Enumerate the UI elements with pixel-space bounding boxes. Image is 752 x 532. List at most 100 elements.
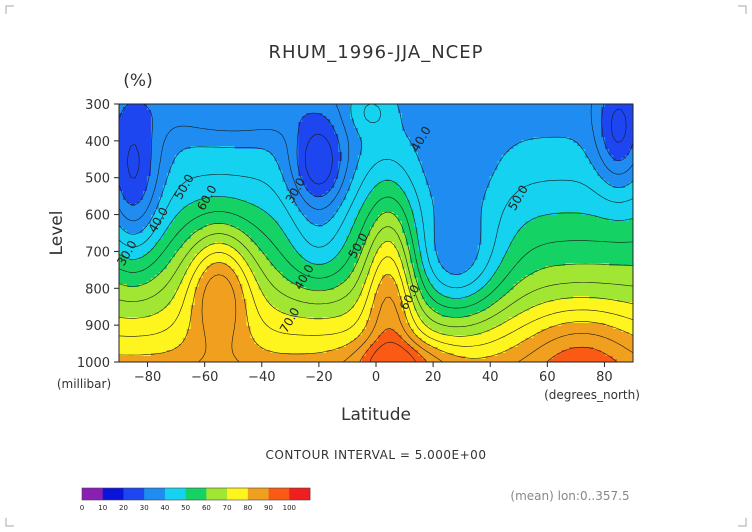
field-cell xyxy=(625,131,630,135)
field-cell xyxy=(166,149,172,153)
field-cell xyxy=(246,116,252,120)
field-cell xyxy=(529,167,534,171)
field-cell xyxy=(601,149,606,153)
field-cell xyxy=(302,161,307,165)
field-cell xyxy=(505,131,511,135)
field-cell xyxy=(346,173,351,177)
field-cell xyxy=(537,191,542,195)
field-cell xyxy=(377,128,383,132)
field-cell xyxy=(481,140,487,144)
field-cell xyxy=(374,170,379,174)
field-cell xyxy=(142,140,148,144)
field-cell xyxy=(489,122,495,126)
field-cell xyxy=(234,134,240,138)
field-cell xyxy=(270,158,275,162)
field-cell xyxy=(346,161,351,165)
field-cell xyxy=(497,155,503,159)
field-cell xyxy=(198,176,204,180)
field-cell xyxy=(330,149,335,153)
field-cell xyxy=(202,155,208,159)
field-cell xyxy=(453,128,459,132)
field-cell xyxy=(473,149,479,153)
field-cell xyxy=(537,134,542,138)
field-cell xyxy=(358,110,363,114)
field-cell xyxy=(581,134,586,138)
field-cell xyxy=(150,152,156,156)
field-cell xyxy=(230,104,236,108)
field-cell xyxy=(294,188,299,192)
field-cell xyxy=(501,128,507,132)
field-cell xyxy=(158,131,164,135)
field-cell xyxy=(581,170,586,174)
field-cell xyxy=(119,119,124,123)
field-cell xyxy=(377,122,383,126)
field-cell xyxy=(162,146,168,150)
field-cell xyxy=(186,155,192,159)
field-cell xyxy=(130,125,136,129)
field-cell xyxy=(194,137,200,141)
field-cell xyxy=(425,116,431,120)
field-cell xyxy=(194,158,200,162)
field-cell xyxy=(401,122,407,126)
field-cell xyxy=(441,185,447,189)
field-cell xyxy=(314,191,319,195)
field-cell xyxy=(250,116,256,120)
field-cell xyxy=(417,134,423,138)
field-cell xyxy=(445,188,451,192)
field-cell xyxy=(605,116,610,120)
field-cell xyxy=(597,128,602,132)
field-cell xyxy=(266,137,272,141)
field-cell xyxy=(529,110,534,114)
field-cell xyxy=(405,179,411,183)
field-cell xyxy=(617,131,622,135)
field-cell xyxy=(485,107,491,111)
field-cell xyxy=(461,179,467,183)
field-cell xyxy=(469,122,475,126)
field-cell xyxy=(350,167,355,171)
field-cell xyxy=(290,152,295,156)
field-cell xyxy=(417,104,423,108)
field-cell xyxy=(226,128,232,132)
field-cell xyxy=(517,140,523,144)
field-cell xyxy=(529,176,534,180)
field-cell xyxy=(561,167,566,171)
field-cell xyxy=(617,167,622,171)
field-cell xyxy=(513,119,519,123)
field-cell xyxy=(334,116,339,120)
field-cell xyxy=(525,182,530,186)
field-cell xyxy=(250,158,256,162)
field-cell xyxy=(266,119,272,123)
field-cell xyxy=(517,170,523,174)
field-cell xyxy=(354,122,359,126)
field-cell xyxy=(198,194,204,198)
field-cell xyxy=(119,125,124,129)
field-cell xyxy=(290,155,295,159)
field-cell xyxy=(330,191,335,195)
field-cell xyxy=(258,182,264,186)
field-cell xyxy=(154,170,160,174)
field-cell xyxy=(497,131,503,135)
field-cell xyxy=(501,164,507,168)
field-cell xyxy=(521,113,527,117)
field-cell xyxy=(537,140,542,144)
field-cell xyxy=(577,134,582,138)
field-cell xyxy=(469,140,475,144)
field-cell xyxy=(222,110,228,114)
field-cell xyxy=(134,110,140,114)
field-cell xyxy=(286,185,291,189)
field-cell xyxy=(505,128,511,132)
field-cell xyxy=(362,167,367,171)
field-cell xyxy=(222,161,228,165)
field-cell xyxy=(497,119,503,123)
field-cell xyxy=(210,107,216,111)
field-cell xyxy=(577,164,582,168)
field-cell xyxy=(425,185,431,189)
field-cell xyxy=(425,119,431,123)
field-cell xyxy=(362,104,367,108)
field-cell xyxy=(238,113,244,117)
field-cell xyxy=(119,131,124,135)
field-cell xyxy=(549,161,554,165)
field-cell xyxy=(521,125,527,129)
field-cell xyxy=(417,158,423,162)
field-cell xyxy=(182,137,188,141)
